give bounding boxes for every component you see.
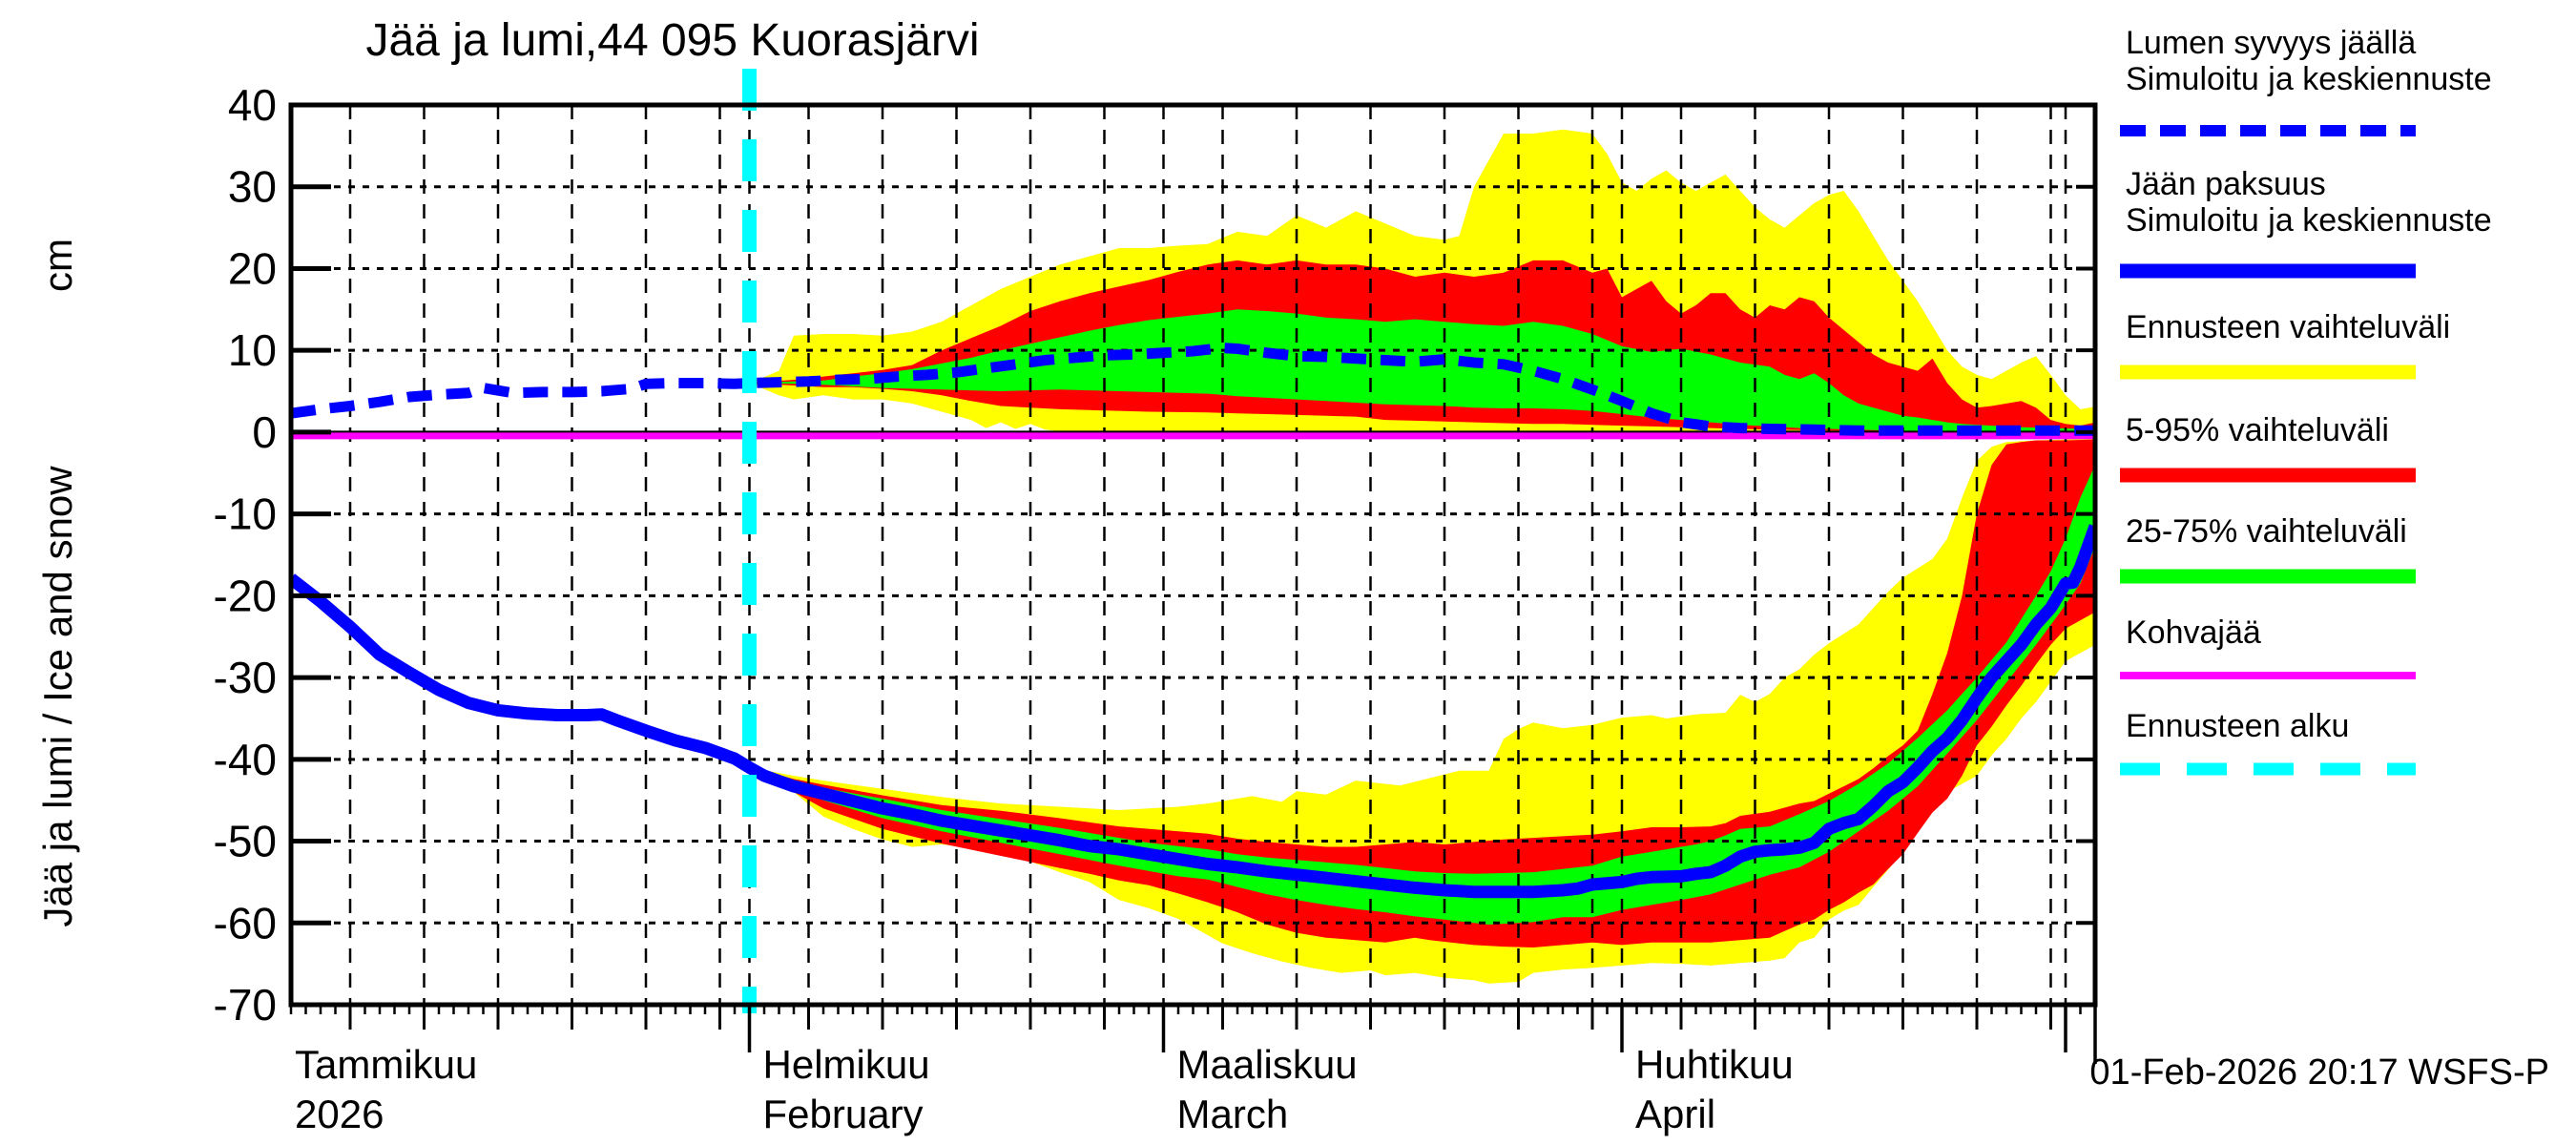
legend-label: Simuloitu ja keskiennuste — [2126, 61, 2492, 97]
y-tick-label: 10 — [228, 325, 277, 375]
month-label-en: 2026 — [295, 1092, 384, 1136]
month-label-en: March — [1177, 1092, 1289, 1136]
y-tick-label: 20 — [228, 243, 277, 293]
y-tick-label: -50 — [214, 817, 277, 866]
legend-label: Lumen syvyys jäällä — [2126, 25, 2416, 61]
legend-label: 25-75% vaihteluväli — [2126, 513, 2407, 550]
y-tick-label: 0 — [252, 407, 277, 457]
chart-title: Jää ja lumi,44 095 Kuorasjärvi — [365, 15, 979, 66]
month-label-fi: Maaliskuu — [1177, 1042, 1358, 1087]
legend-item-range-25-75: 25-75% vaihteluväli — [2120, 513, 2416, 584]
forecast-bands — [749, 129, 2095, 984]
legend-item-kohvajaa: Kohvajää — [2120, 614, 2416, 679]
gridlines — [291, 105, 2095, 1005]
ice-range-5-95-band — [749, 439, 2095, 948]
legend-label: Ennusteen alku — [2126, 708, 2349, 744]
axes — [288, 102, 2098, 1064]
y-tick-label: -20 — [214, 571, 277, 620]
legend-label: Kohvajää — [2126, 614, 2261, 651]
timestamp-label: 01-Feb-2026 20:17 WSFS-P — [2089, 1052, 2549, 1093]
legend-label: Jään paksuus — [2126, 166, 2326, 202]
legend-item-range-full: Ennusteen vaihteluväli — [2120, 309, 2450, 380]
month-label-en: April — [1635, 1092, 1715, 1136]
month-label-en: February — [763, 1092, 924, 1136]
legend-label: Simuloitu ja keskiennuste — [2126, 202, 2492, 239]
snow-depth-line — [291, 343, 2095, 436]
legend-item-forecast-start: Ennusteen alku — [2120, 708, 2416, 776]
month-label-fi: Tammikuu — [295, 1042, 477, 1087]
legend-label: 5-95% vaihteluväli — [2126, 412, 2389, 448]
y-tick-label: 40 — [228, 80, 277, 130]
month-label-fi: Huhtikuu — [1635, 1042, 1794, 1087]
data-lines — [291, 343, 2095, 899]
y-tick-label: -30 — [214, 653, 277, 702]
ice-thickness-line — [291, 524, 2095, 899]
snow-range-25-75-band — [749, 309, 2095, 432]
y-axis-label: Jää ja lumi / Ice and snow — [35, 466, 80, 927]
y-tick-label: -10 — [214, 489, 277, 539]
y-axis-unit: cm — [35, 239, 80, 292]
y-tick-label: -70 — [214, 980, 277, 1030]
y-tick-label: -60 — [214, 898, 277, 947]
y-tick-label: -40 — [214, 735, 277, 784]
y-tick-label: 30 — [228, 162, 277, 212]
legend-label: Ennusteen vaihteluväli — [2126, 309, 2450, 345]
month-label-fi: Helmikuu — [763, 1042, 930, 1087]
legend-item-range-5-95: 5-95% vaihteluväli — [2120, 412, 2416, 483]
